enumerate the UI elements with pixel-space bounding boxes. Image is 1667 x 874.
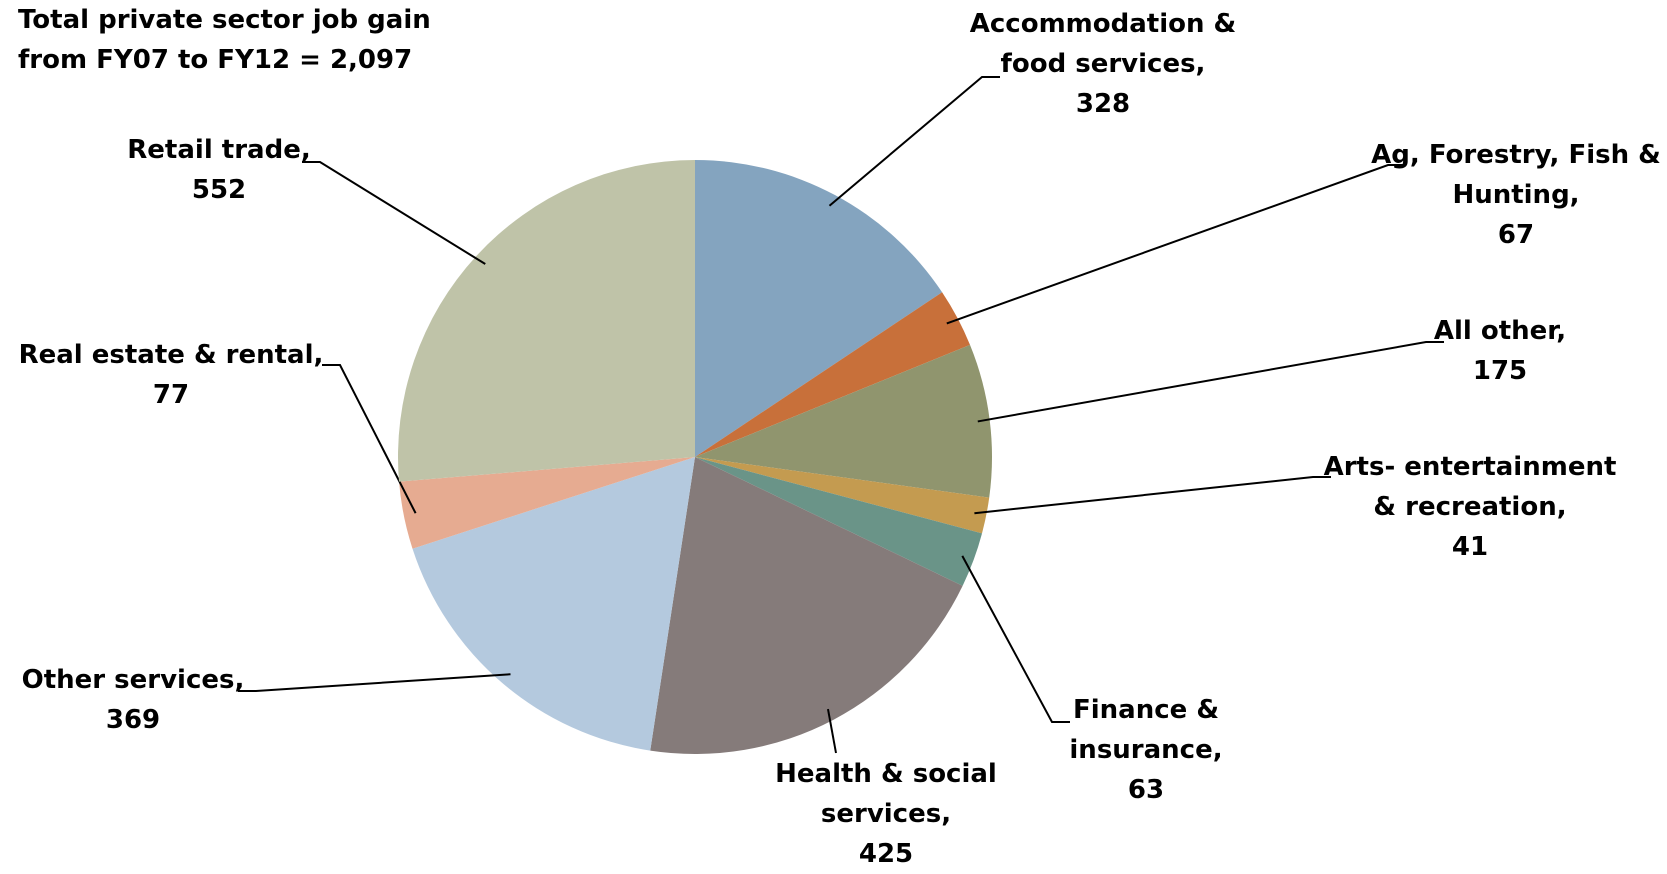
- pie-slice: [695, 160, 943, 457]
- data-label: Finance & insurance, 63: [1056, 690, 1236, 810]
- label-category: Ag, Forestry, Fish & Hunting,: [1371, 140, 1661, 210]
- label-value: 77: [152, 380, 190, 410]
- label-category: Accommodation & food services,: [969, 9, 1237, 79]
- data-label: Ag, Forestry, Fish & Hunting, 67: [1366, 135, 1666, 255]
- pie-slice: [695, 457, 990, 534]
- leader-line: [302, 161, 486, 265]
- label-value: 63: [1127, 775, 1165, 805]
- label-value: 328: [1075, 89, 1131, 119]
- data-label: Health & social services, 425: [761, 754, 1011, 874]
- leader-line: [322, 364, 417, 514]
- leader-line: [961, 555, 1070, 723]
- chart-title: Total private sector job gain from FY07 …: [18, 5, 431, 75]
- label-category: All other,: [1433, 316, 1567, 346]
- pie-slice: [695, 292, 971, 457]
- data-label: Other services, 369: [3, 660, 263, 740]
- data-label: Real estate & rental, 77: [1, 335, 341, 415]
- label-category: Arts- entertainment & recreation,: [1323, 452, 1617, 522]
- label-value: 425: [858, 839, 914, 869]
- pie-slice: [650, 457, 963, 754]
- label-category: Retail trade,: [127, 135, 311, 165]
- data-label: All other, 175: [1370, 311, 1630, 391]
- label-value: 175: [1472, 356, 1528, 386]
- pie-slice: [695, 457, 983, 586]
- data-label: Accommodation & food services, 328: [958, 4, 1248, 124]
- data-label: Retail trade, 552: [89, 130, 349, 210]
- label-category: Real estate & rental,: [18, 340, 324, 370]
- label-value: 369: [105, 705, 161, 735]
- pie-slice: [695, 344, 992, 498]
- pie-slice: [412, 457, 695, 751]
- leader-line: [946, 164, 1406, 325]
- label-value: 67: [1497, 220, 1535, 250]
- leader-line: [238, 673, 511, 692]
- data-label: Arts- entertainment & recreation, 41: [1310, 447, 1630, 567]
- leader-line: [977, 341, 1444, 423]
- pie-slice: [398, 160, 695, 482]
- label-category: Finance & insurance,: [1069, 695, 1223, 765]
- leader-line: [826, 708, 837, 754]
- label-category: Other services,: [21, 665, 245, 695]
- leader-line: [828, 76, 1000, 207]
- label-value: 41: [1451, 532, 1489, 562]
- leader-line: [974, 476, 1331, 515]
- label-value: 552: [191, 175, 247, 205]
- pie-slice: [399, 457, 695, 549]
- label-category: Health & social services,: [775, 759, 997, 829]
